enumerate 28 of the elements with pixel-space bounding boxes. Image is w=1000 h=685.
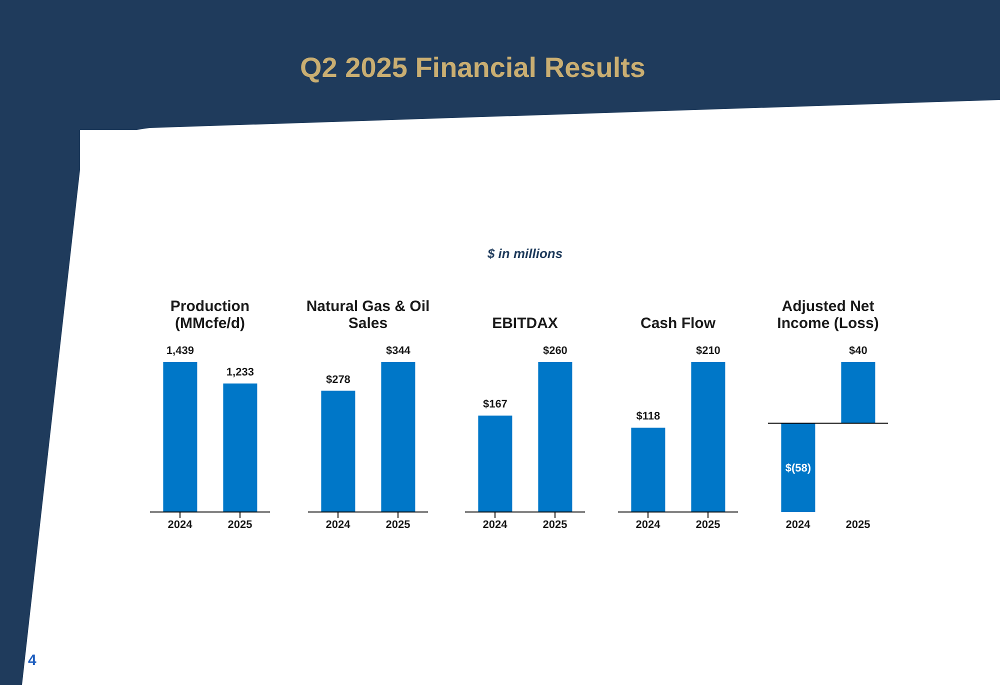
- data-label: 1,439: [166, 345, 194, 357]
- data-label: $260: [542, 345, 568, 357]
- chart-title: EBITDAX: [491, 314, 559, 332]
- text: $ in millions: [486, 246, 564, 261]
- text: 4: [28, 652, 36, 669]
- chart-title: Natural Gas & Oil Sales: [305, 297, 431, 332]
- chart-title: Adjusted Net Income (Loss): [776, 297, 880, 332]
- data-label: $40: [849, 345, 868, 357]
- data-label: $167: [482, 398, 508, 411]
- x-tick-label: 2025: [228, 518, 252, 531]
- chart-title: Cash Flow: [639, 314, 716, 332]
- data-label: $(58): [785, 462, 812, 475]
- x-tick-label: 2024: [168, 518, 194, 531]
- x-tick-label: 2024: [482, 518, 508, 531]
- data-label: $210: [696, 345, 720, 357]
- data-label: $118: [636, 410, 660, 423]
- text: Q2 2025 Financial Results: [300, 52, 646, 84]
- x-tick-label: 2025: [846, 518, 870, 531]
- data-label: 1,233: [226, 366, 254, 378]
- chart-title: Production (MMcfe/d): [169, 297, 251, 332]
- x-tick-label: 2025: [542, 518, 568, 531]
- x-tick-label: 2024: [636, 518, 662, 531]
- x-tick-label: 2024: [326, 518, 352, 531]
- x-tick-label: 2025: [386, 518, 410, 531]
- x-tick-label: 2024: [786, 518, 812, 531]
- data-label: $344: [386, 345, 412, 357]
- data-label: $278: [326, 374, 350, 386]
- x-tick-label: 2025: [696, 518, 720, 531]
